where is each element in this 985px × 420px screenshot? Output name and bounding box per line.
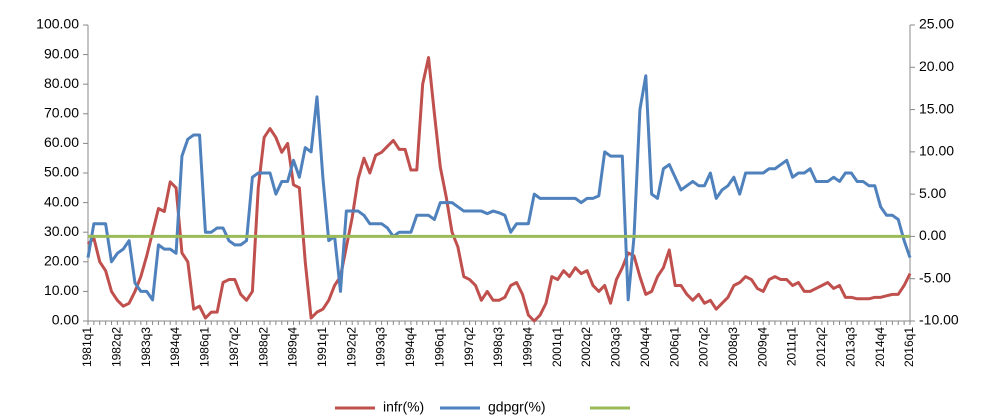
y-tick-label: 60.00 — [44, 134, 79, 150]
x-tick-label: 1983q3 — [139, 327, 153, 367]
x-tick-label: 1987q2 — [227, 327, 241, 367]
x-tick-label: 1984q4 — [168, 327, 182, 367]
x-tick-label: 2002q2 — [579, 327, 593, 367]
x-tick-label: 2004q4 — [638, 327, 652, 367]
y2-tick-label: -10.00 — [919, 312, 959, 328]
series-line — [86, 56, 912, 323]
y-tick-label: 70.00 — [44, 105, 79, 121]
x-tick-label: 1989q4 — [286, 327, 300, 367]
y-tick-label: 80.00 — [44, 75, 79, 91]
x-tick-label: 2009q4 — [755, 327, 769, 367]
series-line — [86, 74, 912, 302]
legend-label: gdpgr(%) — [488, 399, 546, 415]
y-tick-label: 50.00 — [44, 164, 79, 180]
y-tick-label: 90.00 — [44, 45, 79, 61]
x-tick-label: 1981q1 — [80, 327, 94, 367]
y-tick-label: 100.00 — [36, 16, 79, 32]
x-tick-label: 2006q1 — [667, 327, 681, 367]
y-tick-label: 20.00 — [44, 253, 79, 269]
y2-tick-label: 15.00 — [919, 100, 954, 116]
y2-tick-label: 5.00 — [919, 185, 946, 201]
x-tick-label: 2008q3 — [726, 327, 740, 367]
y2-tick-label: 25.00 — [919, 16, 954, 32]
y2-tick-label: -5.00 — [919, 269, 951, 285]
x-tick-label: 2001q1 — [550, 327, 564, 367]
x-tick-label: 1993q3 — [374, 327, 388, 367]
y-tick-label: 10.00 — [44, 282, 79, 298]
y2-tick-label: 10.00 — [919, 143, 954, 159]
y2-tick-label: 0.00 — [919, 227, 946, 243]
x-tick-label: 2007q2 — [697, 327, 711, 367]
x-tick-label: 1988q2 — [256, 327, 270, 367]
x-tick-label: 1991q1 — [315, 327, 329, 367]
y-tick-label: 0.00 — [52, 312, 79, 328]
x-tick-label: 1982q2 — [110, 327, 124, 367]
x-tick-label: 1994q4 — [403, 327, 417, 367]
x-tick-label: 1997q2 — [462, 327, 476, 367]
x-tick-label: 1986q1 — [198, 327, 212, 367]
y-tick-label: 40.00 — [44, 193, 79, 209]
x-tick-label: 2003q3 — [609, 327, 623, 367]
y-tick-label: 30.00 — [44, 223, 79, 239]
x-tick-label: 1996q1 — [432, 327, 446, 367]
x-tick-label: 2011q1 — [785, 327, 799, 366]
x-tick-label: 2012q2 — [814, 327, 828, 367]
y2-tick-label: 20.00 — [919, 58, 954, 74]
x-tick-label: 2013q3 — [843, 327, 857, 367]
x-tick-label: 1998q3 — [491, 327, 505, 367]
legend-label: infr(%) — [383, 399, 424, 415]
x-tick-label: 1999q4 — [521, 327, 535, 367]
x-tick-label: 2016q1 — [902, 327, 916, 367]
x-tick-label: 2014q4 — [873, 327, 887, 367]
x-tick-label: 1992q2 — [344, 327, 358, 367]
